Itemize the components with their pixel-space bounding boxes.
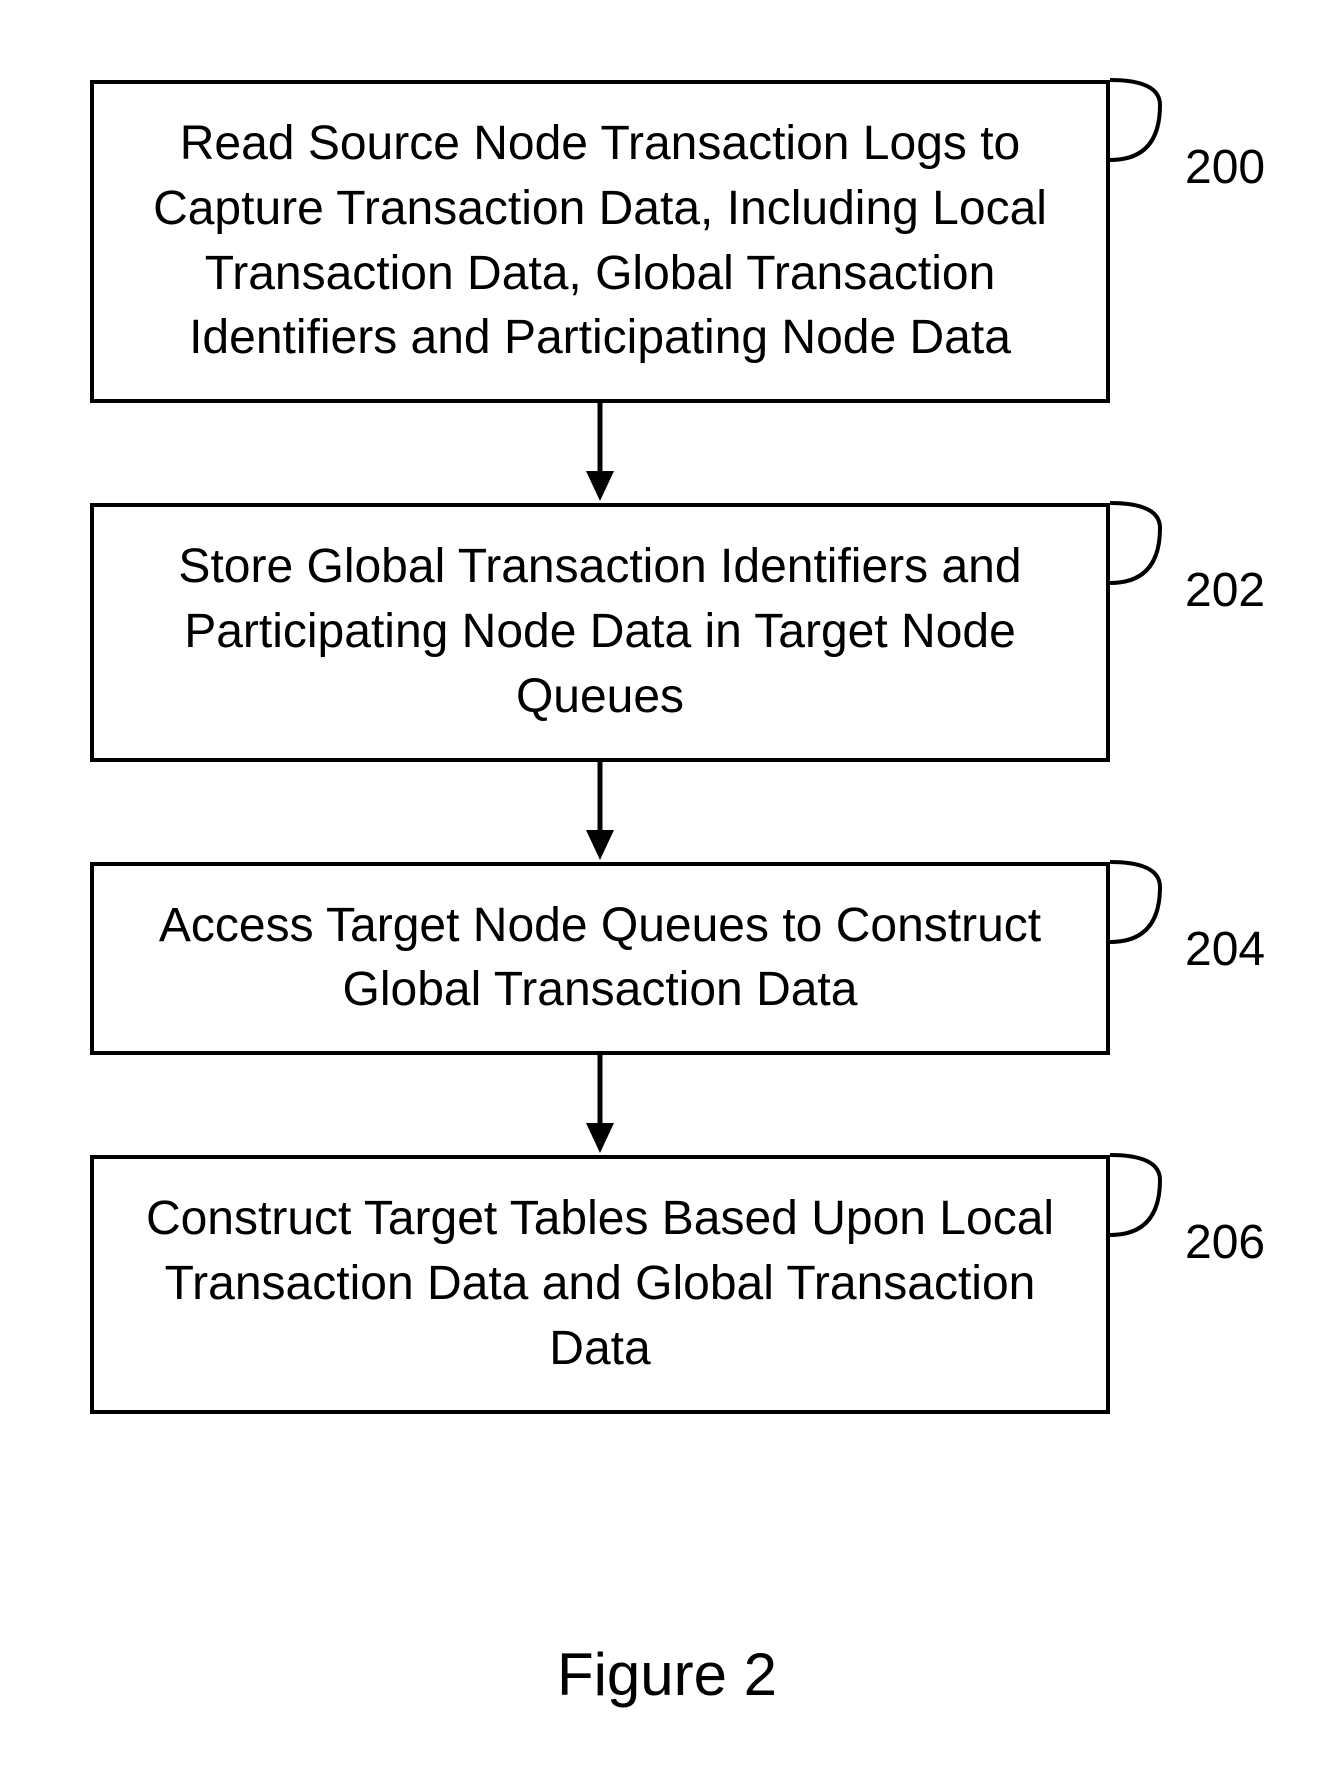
flow-node: Store Global Transaction Identifiers and… [90, 503, 1110, 761]
ref-number: 206 [1185, 1215, 1265, 1270]
flow-node: Access Target Node Queues to Construct G… [90, 862, 1110, 1056]
flow-arrow [90, 1055, 1110, 1155]
flow-node: Read Source Node Transaction Logs to Cap… [90, 80, 1110, 403]
flow-arrow [90, 403, 1110, 503]
ref-number: 204 [1185, 922, 1265, 977]
arrow-down-icon [570, 403, 630, 503]
flowchart-container: Read Source Node Transaction Logs to Cap… [80, 80, 1180, 1414]
figure-caption: Figure 2 [0, 1640, 1334, 1709]
flow-node-text: Store Global Transaction Identifiers and… [134, 535, 1066, 729]
arrow-down-icon [570, 762, 630, 862]
flow-node-text: Access Target Node Queues to Construct G… [134, 894, 1066, 1024]
flow-node-text: Construct Target Tables Based Upon Local… [134, 1187, 1066, 1381]
flow-node: Construct Target Tables Based Upon Local… [90, 1155, 1110, 1413]
flow-node-text: Read Source Node Transaction Logs to Cap… [134, 112, 1066, 371]
flow-arrow [90, 762, 1110, 862]
ref-number: 200 [1185, 140, 1265, 195]
arrow-down-icon [570, 1055, 630, 1155]
page: Read Source Node Transaction Logs to Cap… [0, 0, 1334, 1789]
ref-number: 202 [1185, 563, 1265, 618]
